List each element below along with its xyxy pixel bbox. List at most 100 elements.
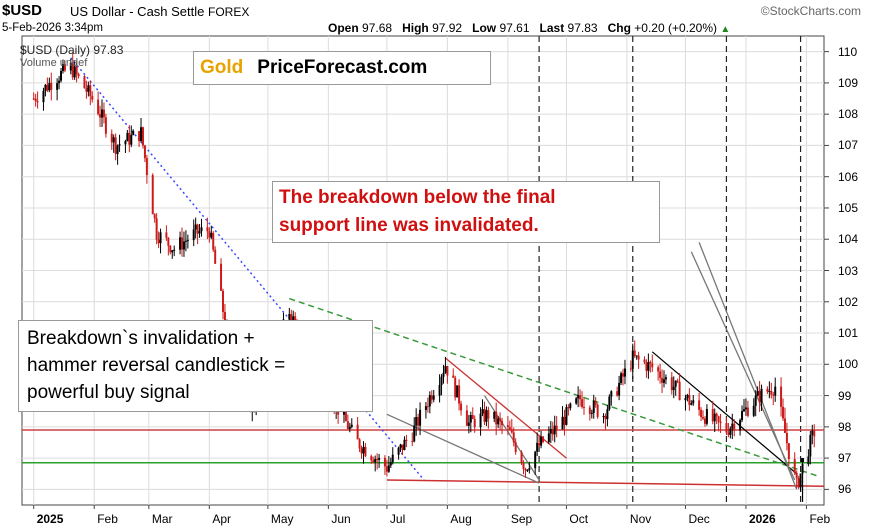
candle-body [157, 239, 160, 244]
candle-body [688, 394, 691, 405]
lower-support-line [386, 479, 825, 487]
candle-body [344, 410, 347, 422]
candle-body [91, 96, 94, 100]
y-tick-label: 110 [838, 44, 858, 59]
candle-body [118, 144, 121, 146]
candle-body [399, 444, 402, 448]
candle-body [430, 395, 433, 400]
y-tick-label: 107 [838, 138, 859, 153]
candle-body [664, 377, 667, 380]
brand-label[interactable]: ©StockCharts.com [760, 4, 861, 18]
candle-body [102, 109, 105, 118]
candle-body [58, 80, 61, 84]
candle-body [356, 424, 359, 440]
ohlc-readout: Open 97.68 High 97.92 Low 97.61 Last 97.… [328, 21, 730, 35]
candle-body [403, 439, 406, 451]
candle-body [547, 433, 550, 442]
candle-body [758, 391, 761, 403]
green-dashed-trend-line [289, 297, 821, 478]
candle-body [112, 137, 115, 143]
candle-body [647, 361, 650, 371]
candle-body [413, 425, 416, 442]
candle-body [629, 368, 632, 370]
candle-body [811, 430, 814, 435]
symbol-label: $USD [2, 2, 43, 19]
open-value: 97.68 [362, 21, 393, 35]
candle-body [493, 411, 496, 419]
candle-body [506, 425, 509, 428]
candle-body [196, 224, 199, 234]
candle-body [132, 131, 135, 135]
candle-body [167, 237, 170, 246]
candle-body [372, 460, 375, 463]
candle-body [181, 237, 184, 250]
candle-body [417, 416, 420, 426]
candle-body [616, 391, 619, 396]
candle-body [114, 137, 117, 154]
candle-body [590, 413, 593, 415]
candle-body [36, 101, 39, 103]
y-tick-label: 102 [838, 294, 859, 309]
candle-body [34, 98, 37, 102]
candle-body [85, 88, 88, 92]
candle-body [659, 371, 662, 378]
candle-body [538, 442, 541, 446]
candle-body [69, 62, 72, 71]
candle-body [411, 441, 414, 443]
x-tick-label: 2025 [36, 512, 64, 526]
candle-body [223, 312, 226, 327]
candle-body [42, 90, 45, 103]
candle-body [143, 145, 146, 159]
candle-body [126, 132, 129, 142]
candle-body [700, 409, 703, 418]
candle-body [782, 406, 785, 419]
candle-body [389, 462, 392, 466]
y-tick-label: 100 [838, 357, 859, 372]
candle-body [426, 406, 429, 408]
candle-body [536, 442, 539, 452]
candle-body [645, 362, 648, 371]
last-value: 97.83 [567, 21, 598, 35]
annotation-left: Breakdown`s invalidation + hammer revers… [18, 320, 373, 412]
x-tick-label: Jul [389, 512, 406, 526]
candle-body [200, 227, 203, 232]
candle-body [454, 377, 457, 398]
candle-body [542, 436, 545, 442]
candle-body [194, 224, 197, 230]
candle-body [565, 407, 568, 425]
candle-body [438, 384, 441, 396]
symbol-description: US Dollar - Cash Settle [70, 4, 205, 19]
up-triangle-icon: ▲ [720, 24, 731, 35]
candle-body [555, 425, 558, 430]
y-tick-label: 101 [838, 326, 859, 341]
candle-body [657, 367, 660, 372]
candle-body [577, 395, 580, 399]
candle-body [588, 407, 591, 414]
candle-body [797, 478, 800, 488]
candle-body [508, 427, 511, 430]
candle-body [140, 127, 143, 142]
candle-body [692, 400, 695, 404]
candle-body [731, 423, 734, 429]
candle-body [186, 240, 189, 242]
candle-body [690, 403, 693, 405]
candle-body [364, 446, 367, 457]
candle-body [456, 385, 459, 398]
candle-body [397, 447, 400, 455]
x-tick-label: Feb [97, 512, 118, 526]
candle-body [787, 443, 790, 460]
candle-body [606, 409, 609, 420]
annotation-top-line1: The breakdown below the final [279, 187, 556, 208]
candle-body [752, 405, 755, 416]
candle-body [522, 463, 525, 469]
candle-body [785, 432, 788, 444]
candle-body [729, 428, 732, 435]
candle-body [770, 390, 773, 395]
candle-body [63, 64, 66, 71]
candle-body [358, 439, 361, 449]
candle-body [551, 428, 554, 435]
candle-body [169, 245, 172, 253]
candle-body [471, 415, 474, 419]
y-tick-label: 97 [838, 451, 852, 466]
